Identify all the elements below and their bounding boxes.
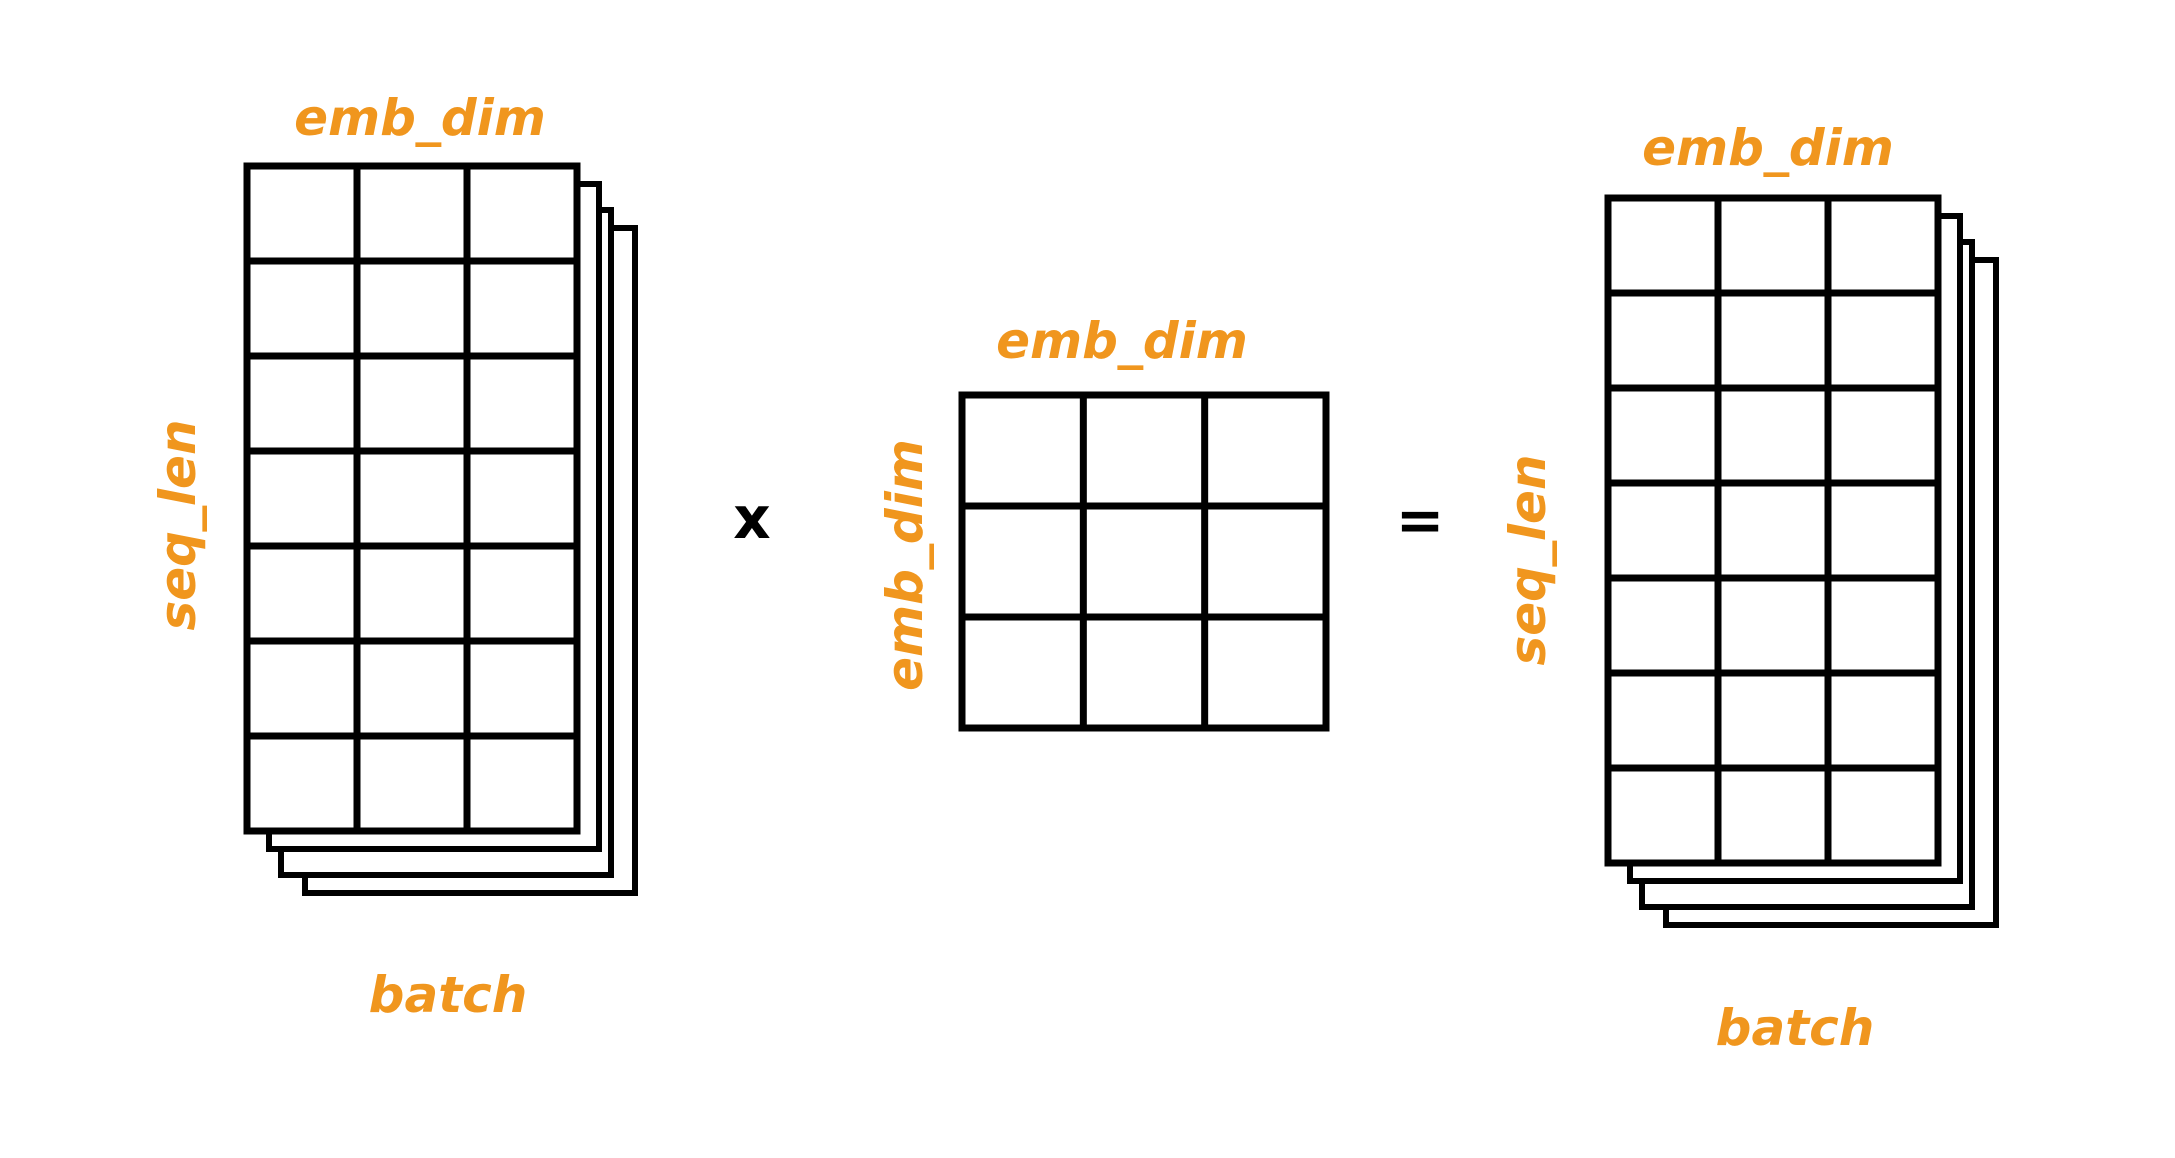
input-label-batch: batch [369, 966, 528, 1024]
input-tensor: emb_dim seq_len batch [149, 89, 635, 1024]
weight-matrix-grid [962, 395, 1326, 728]
weight-label-emb-dim-side: emb_dim [876, 439, 934, 691]
output-label-batch: batch [1716, 999, 1875, 1057]
multiply-operator: x [733, 484, 770, 552]
input-matrix-grid [247, 166, 577, 831]
output-label-seq-len: seq_len [1499, 454, 1557, 665]
input-label-seq-len: seq_len [149, 419, 207, 630]
input-grid-border [247, 166, 577, 831]
weight-matrix: emb_dim emb_dim [876, 312, 1326, 728]
output-matrix-grid [1608, 198, 1938, 863]
input-label-emb-dim: emb_dim [294, 89, 546, 147]
output-label-emb-dim: emb_dim [1642, 119, 1894, 177]
output-grid-border [1608, 198, 1938, 863]
equals-operator: = [1396, 486, 1445, 554]
weight-label-emb-dim-top: emb_dim [996, 312, 1248, 370]
output-tensor: emb_dim seq_len batch [1499, 119, 1996, 1057]
weight-grid-border [962, 395, 1326, 728]
